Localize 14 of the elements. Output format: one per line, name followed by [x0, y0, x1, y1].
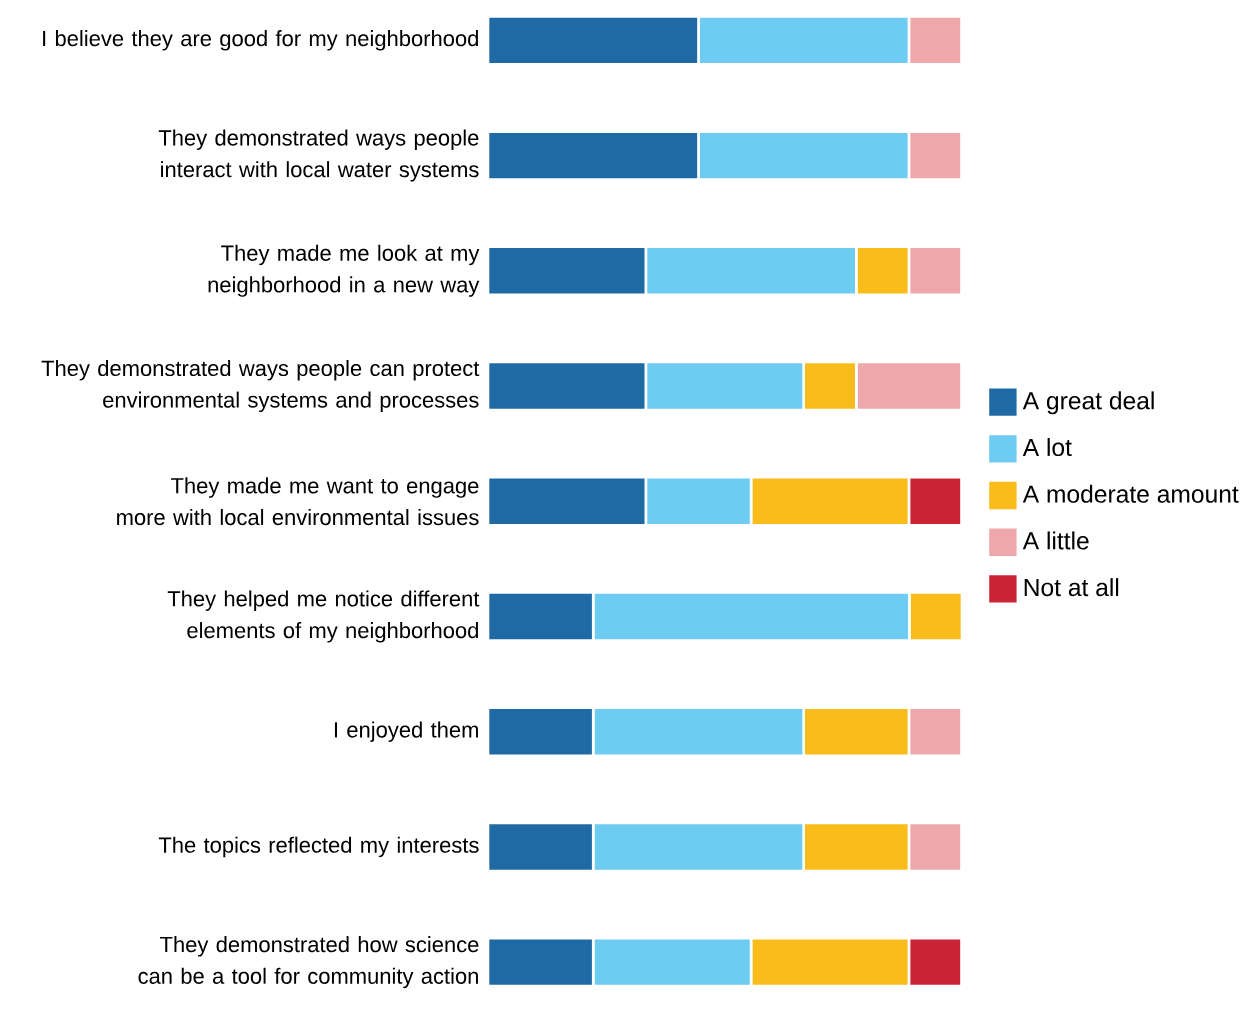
- y-tick-label: They helped me notice different elements of my neighborhood: [167, 590, 480, 643]
- legend-label: A moderate amount: [1022, 484, 1239, 503]
- legend-label: Not at all: [1024, 578, 1119, 597]
- y-tick-label: They made me want to engage more with local environmental issues: [117, 477, 479, 526]
- legend-label: A great deal: [1022, 391, 1154, 415]
- y-tick-label: They demonstrated ways people interact with local water systems: [158, 129, 479, 182]
- y-tick-label: They demonstrated ways people can protect environmental systems and processes: [41, 359, 480, 413]
- legend-label: A little: [1022, 531, 1089, 550]
- y-tick-label: I enjoyed them: [334, 721, 478, 742]
- y-tick-label: The topics reflected my interests: [158, 836, 479, 858]
- y-tick-label: I believe they are good for my neighborhood: [43, 30, 478, 51]
- y-tick-label: They made me look at my neighborhood in a new way: [208, 244, 480, 297]
- y-tick-label: They demonstrated how science can be a tool for community action: [138, 936, 479, 989]
- legend-label: A lot: [1022, 438, 1072, 457]
